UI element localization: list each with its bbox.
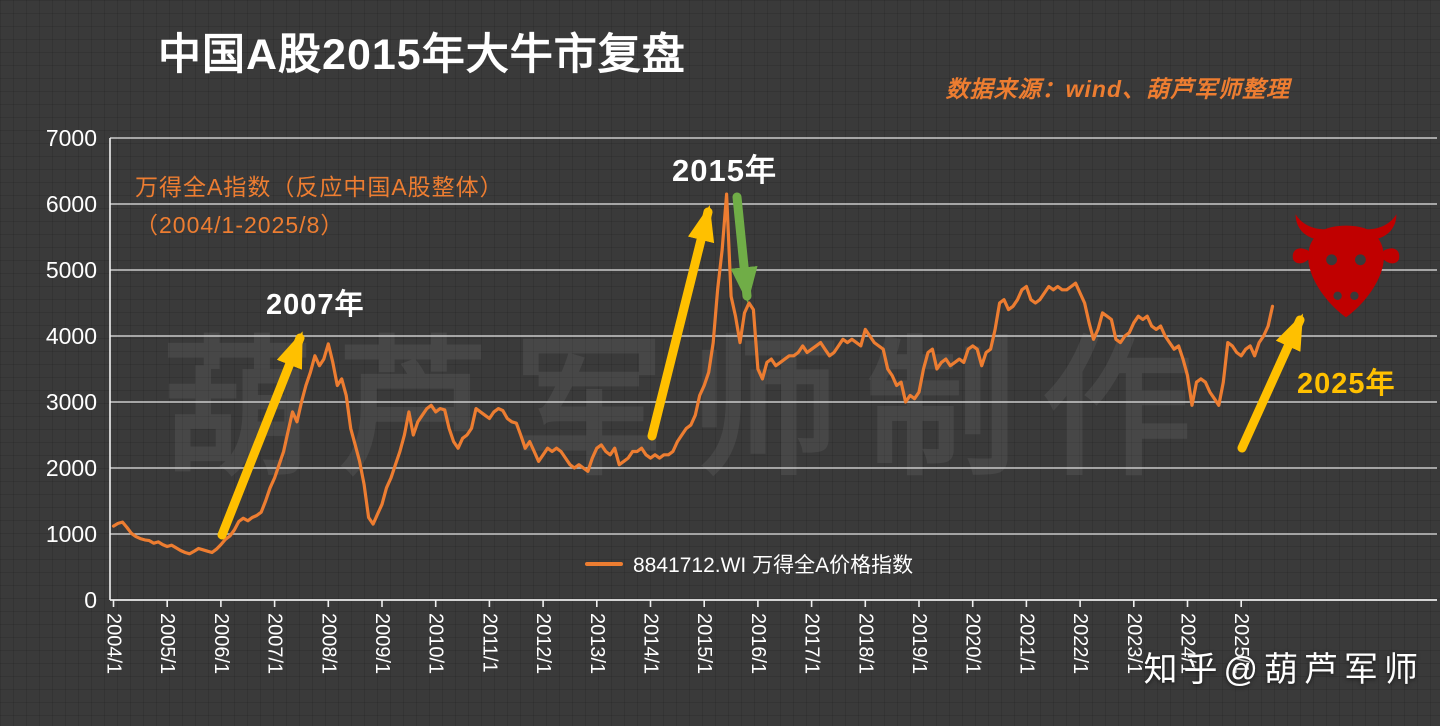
svg-text:6000: 6000	[46, 191, 97, 217]
svg-text:7000: 7000	[46, 125, 97, 151]
svg-text:2000: 2000	[46, 455, 97, 481]
svg-text:2017/1: 2017/1	[801, 613, 823, 674]
svg-text:2019/1: 2019/1	[908, 613, 930, 674]
annotation-arrows	[217, 192, 1305, 540]
arrow-2007-up	[217, 331, 305, 540]
svg-text:2022/1: 2022/1	[1069, 613, 1091, 674]
svg-text:2025/1: 2025/1	[1230, 613, 1252, 674]
svg-text:2013/1: 2013/1	[586, 613, 608, 674]
svg-text:5000: 5000	[46, 257, 97, 283]
svg-text:2014/1: 2014/1	[640, 613, 662, 674]
label-2025: 2025年	[1297, 368, 1396, 400]
svg-text:2011/1: 2011/1	[478, 613, 500, 673]
svg-text:3000: 3000	[46, 389, 97, 415]
svg-text:2004/1: 2004/1	[103, 613, 125, 674]
data-source-note: 数据来源：wind、葫芦军师整理	[945, 76, 1290, 102]
arrow-2025-up	[1237, 313, 1305, 453]
svg-text:2012/1: 2012/1	[532, 613, 554, 674]
svg-text:2005/1: 2005/1	[156, 613, 178, 674]
svg-text:0: 0	[84, 587, 97, 613]
svg-text:2021/1: 2021/1	[1015, 613, 1037, 674]
svg-text:2024/1: 2024/1	[1177, 613, 1199, 674]
page-title: 中国A股2015年大牛市复盘	[158, 31, 686, 79]
arrow-2015-crash-down	[730, 192, 758, 304]
legend: 8841712.WI 万得全A价格指数	[585, 549, 913, 579]
price-line	[111, 192, 1275, 556]
svg-text:2008/1: 2008/1	[317, 613, 339, 674]
svg-text:2010/1: 2010/1	[425, 613, 447, 674]
svg-text:4000: 4000	[46, 323, 97, 349]
svg-text:1000: 1000	[46, 521, 97, 547]
label-2007: 2007年	[266, 289, 365, 321]
svg-text:2020/1: 2020/1	[962, 613, 984, 674]
svg-text:2015/1: 2015/1	[693, 613, 715, 674]
zhihu-credit: 知乎@葫芦军师	[1143, 651, 1424, 689]
label-2015: 2015年	[672, 153, 777, 188]
bull-icon	[1292, 214, 1400, 318]
arrow-2015-up	[647, 205, 715, 441]
legend-line-swatch	[585, 562, 623, 566]
svg-text:2007/1: 2007/1	[264, 613, 286, 674]
index-note-line1: 万得全A指数（反应中国A股整体）	[135, 174, 504, 200]
axes: 7000 6000 5000 4000 3000 2000 1000 0 2004/1 2005/…	[46, 125, 1437, 674]
svg-text:2018/1: 2018/1	[854, 613, 876, 674]
svg-text:2009/1: 2009/1	[371, 613, 393, 674]
legend-label: 8841712.WI 万得全A价格指数	[633, 554, 914, 577]
svg-text:2006/1: 2006/1	[210, 613, 232, 674]
svg-text:2016/1: 2016/1	[747, 613, 769, 674]
svg-text:2023/1: 2023/1	[1123, 613, 1145, 674]
index-note-line2: （2004/1-2025/8）	[135, 212, 345, 238]
